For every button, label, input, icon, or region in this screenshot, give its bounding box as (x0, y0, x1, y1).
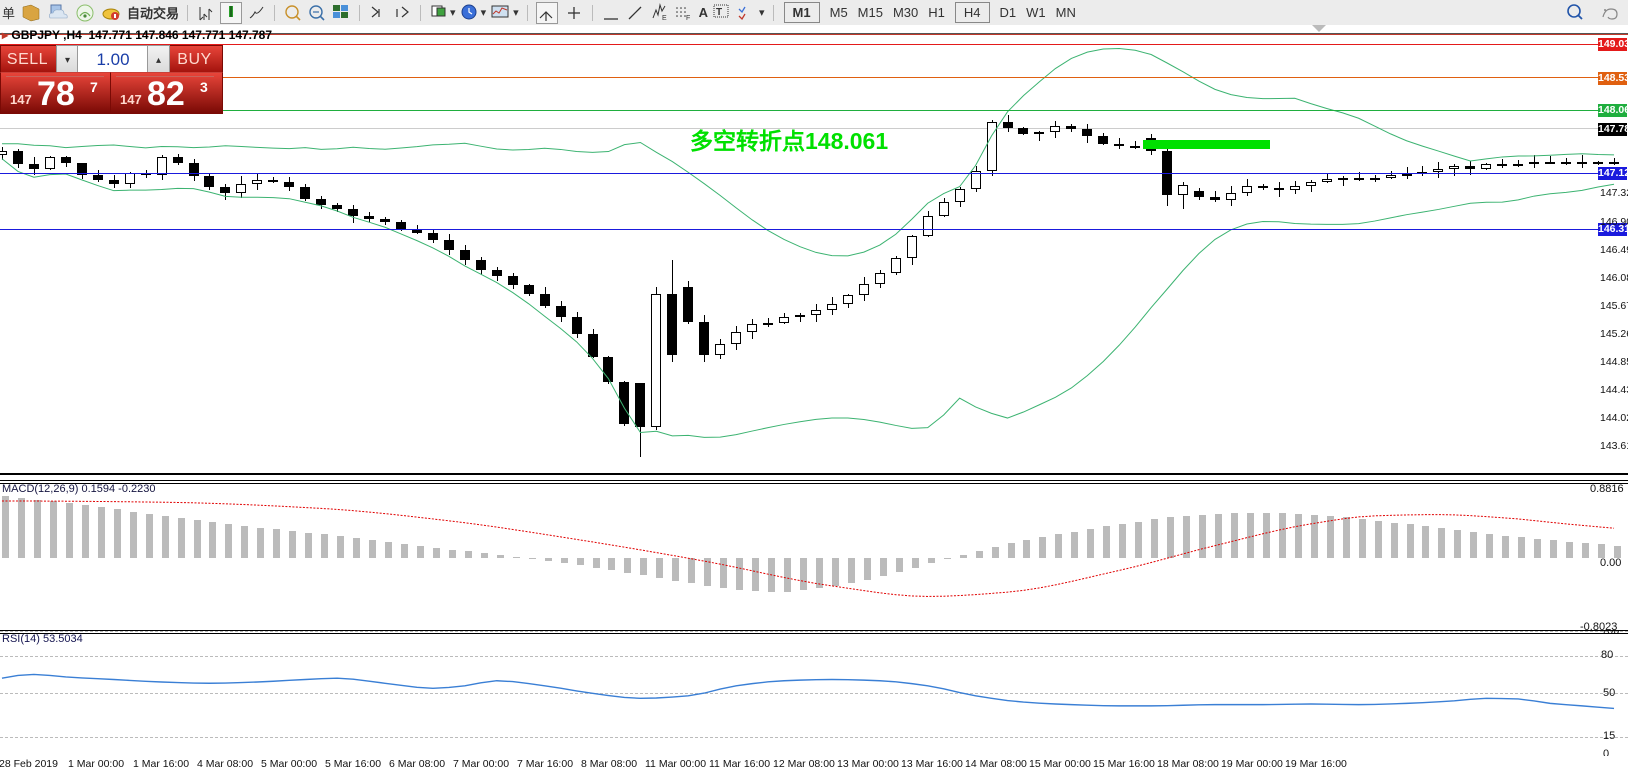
svg-text:E: E (662, 15, 667, 22)
svg-text:F: F (686, 15, 690, 22)
svg-text:T: T (716, 7, 722, 18)
